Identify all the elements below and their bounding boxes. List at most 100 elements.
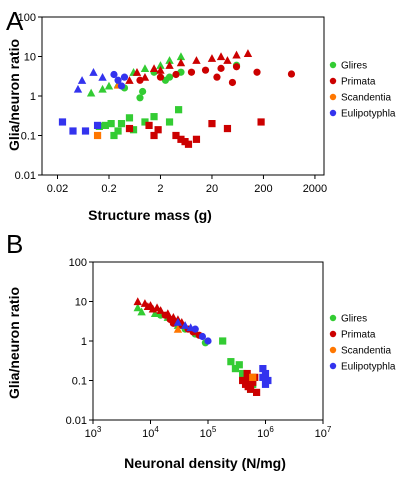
legend-label-primata: Primata [341, 330, 376, 341]
data-point-primata [207, 54, 217, 62]
data-point-glires [98, 84, 107, 93]
data-point-eulipotyphla [77, 76, 87, 84]
data-point-primata [125, 124, 134, 133]
data-point-glires [107, 120, 115, 128]
data-point-primata [287, 70, 296, 78]
data-point-eulipotyphla [180, 321, 190, 329]
x-tick-label-a: 200 [254, 183, 272, 195]
data-point-glires [133, 303, 142, 312]
data-point-primata [252, 388, 261, 396]
data-point-primata [145, 121, 153, 130]
data-point-eulipotyphla [110, 70, 118, 79]
y-tick-label-a: 1 [30, 91, 36, 103]
legend-marker-scandentia [329, 93, 337, 101]
y-tick-label-b: 100 [69, 257, 87, 269]
data-point-primata [176, 58, 186, 67]
data-point-primata [161, 311, 169, 319]
y-tick-label-a: 0.1 [21, 131, 36, 143]
data-point-primata [154, 126, 162, 134]
data-point-primata [246, 385, 255, 393]
legend-marker-glires [329, 61, 337, 69]
y-tick-label-a: 0.01 [15, 170, 36, 182]
data-point-primata [201, 66, 210, 74]
data-point-eulipotyphla [261, 380, 270, 388]
marks-a [58, 49, 296, 148]
data-point-eulipotyphla [117, 82, 126, 90]
x-tick-label-a: 2 [157, 183, 163, 195]
marks-b [133, 297, 272, 396]
data-point-eulipotyphla [261, 369, 270, 378]
x-axis-label-b: Neuronal density (N/mg) [124, 455, 286, 471]
data-point-scandentia [249, 373, 257, 381]
legend-marker-scandentia [329, 346, 337, 354]
data-point-primata [216, 52, 226, 61]
data-point-eulipotyphla [204, 337, 212, 345]
data-point-glires [104, 81, 114, 90]
data-point-primata [133, 297, 142, 306]
legend-a: Glires Primata Scandentia Eulipotyphla [329, 61, 396, 120]
data-point-primata [232, 63, 241, 71]
legend-marker-eulipotyphla [329, 109, 337, 117]
data-point-primata [192, 56, 201, 64]
y-tick-label-a: 100 [18, 12, 36, 24]
x-tick-label-b: 107 [315, 425, 332, 440]
y-tick-label-a: 10 [24, 52, 36, 64]
x-tick-label-b: 106 [257, 425, 274, 440]
data-point-primata [148, 304, 158, 313]
data-point-primata [125, 76, 134, 84]
data-point-primata [136, 76, 144, 84]
data-point-scandentia [173, 324, 183, 333]
data-point-glires [114, 127, 122, 135]
data-point-primata [217, 64, 225, 72]
data-point-eulipotyphla [89, 68, 98, 76]
data-point-primata [243, 49, 253, 57]
data-point-primata [184, 140, 193, 148]
data-point-eulipotyphla [259, 365, 267, 373]
data-point-primata [156, 73, 165, 81]
data-point-eulipotyphla [114, 76, 122, 84]
y-tick-label-b: 0.01 [66, 415, 87, 427]
data-point-primata [150, 131, 158, 140]
data-point-glires [231, 365, 240, 373]
data-point-glires [129, 126, 138, 134]
data-point-eulipotyphla [98, 72, 107, 81]
plot-frame-a [41, 16, 325, 176]
data-point-primata [253, 68, 261, 76]
data-point-glires [176, 52, 186, 61]
data-point-glires [150, 113, 158, 121]
panel-a: A Glia/neuron ratio Structure mass (g) 0… [6, 6, 396, 223]
x-tick-label-a: 0.2 [101, 183, 116, 195]
data-point-eulipotyphla [198, 332, 207, 341]
legend-marker-primata [329, 77, 337, 85]
data-point-primata [243, 369, 251, 378]
legend-label-scandentia: Scandentia [341, 346, 391, 357]
data-point-primata [177, 135, 185, 143]
y-axis-label-b: Glia/neuron ratio [6, 287, 22, 399]
data-point-eulipotyphla [73, 84, 83, 93]
data-point-glires [125, 114, 134, 122]
data-point-glires [227, 358, 235, 366]
legend-label-eulipotyphla: Eulipotyphla [341, 109, 396, 120]
x-axis-label-a: Structure mass (g) [88, 207, 212, 223]
data-point-primata [143, 302, 153, 311]
legend-marker-glires [329, 314, 337, 322]
data-point-primata [187, 68, 196, 76]
data-point-primata [156, 306, 165, 314]
y-tick-label-b: 0.1 [72, 376, 87, 388]
data-point-eulipotyphla [58, 118, 67, 126]
data-point-glires [117, 120, 126, 128]
ticks-a: 0.01 0.1 1 10 100 0.02 0.2 2 20 200 2000 [15, 12, 328, 195]
y-tick-label-b: 10 [75, 297, 87, 309]
data-point-glires [140, 64, 150, 72]
x-tick-label-a: 20 [206, 183, 218, 195]
legend-label-scandentia: Scandentia [341, 93, 391, 104]
data-point-eulipotyphla [173, 317, 183, 326]
data-point-glires [141, 118, 149, 126]
ticks-b: 0.01 0.1 1 10 100 103 104 105 106 107 [66, 257, 332, 440]
panel-b: B Glia/neuron ratio Neuronal density (N/… [6, 229, 396, 471]
data-point-primata [165, 61, 174, 69]
data-point-primata [172, 70, 180, 79]
y-tick-label-b: 1 [81, 336, 87, 348]
data-point-glires [165, 118, 174, 126]
